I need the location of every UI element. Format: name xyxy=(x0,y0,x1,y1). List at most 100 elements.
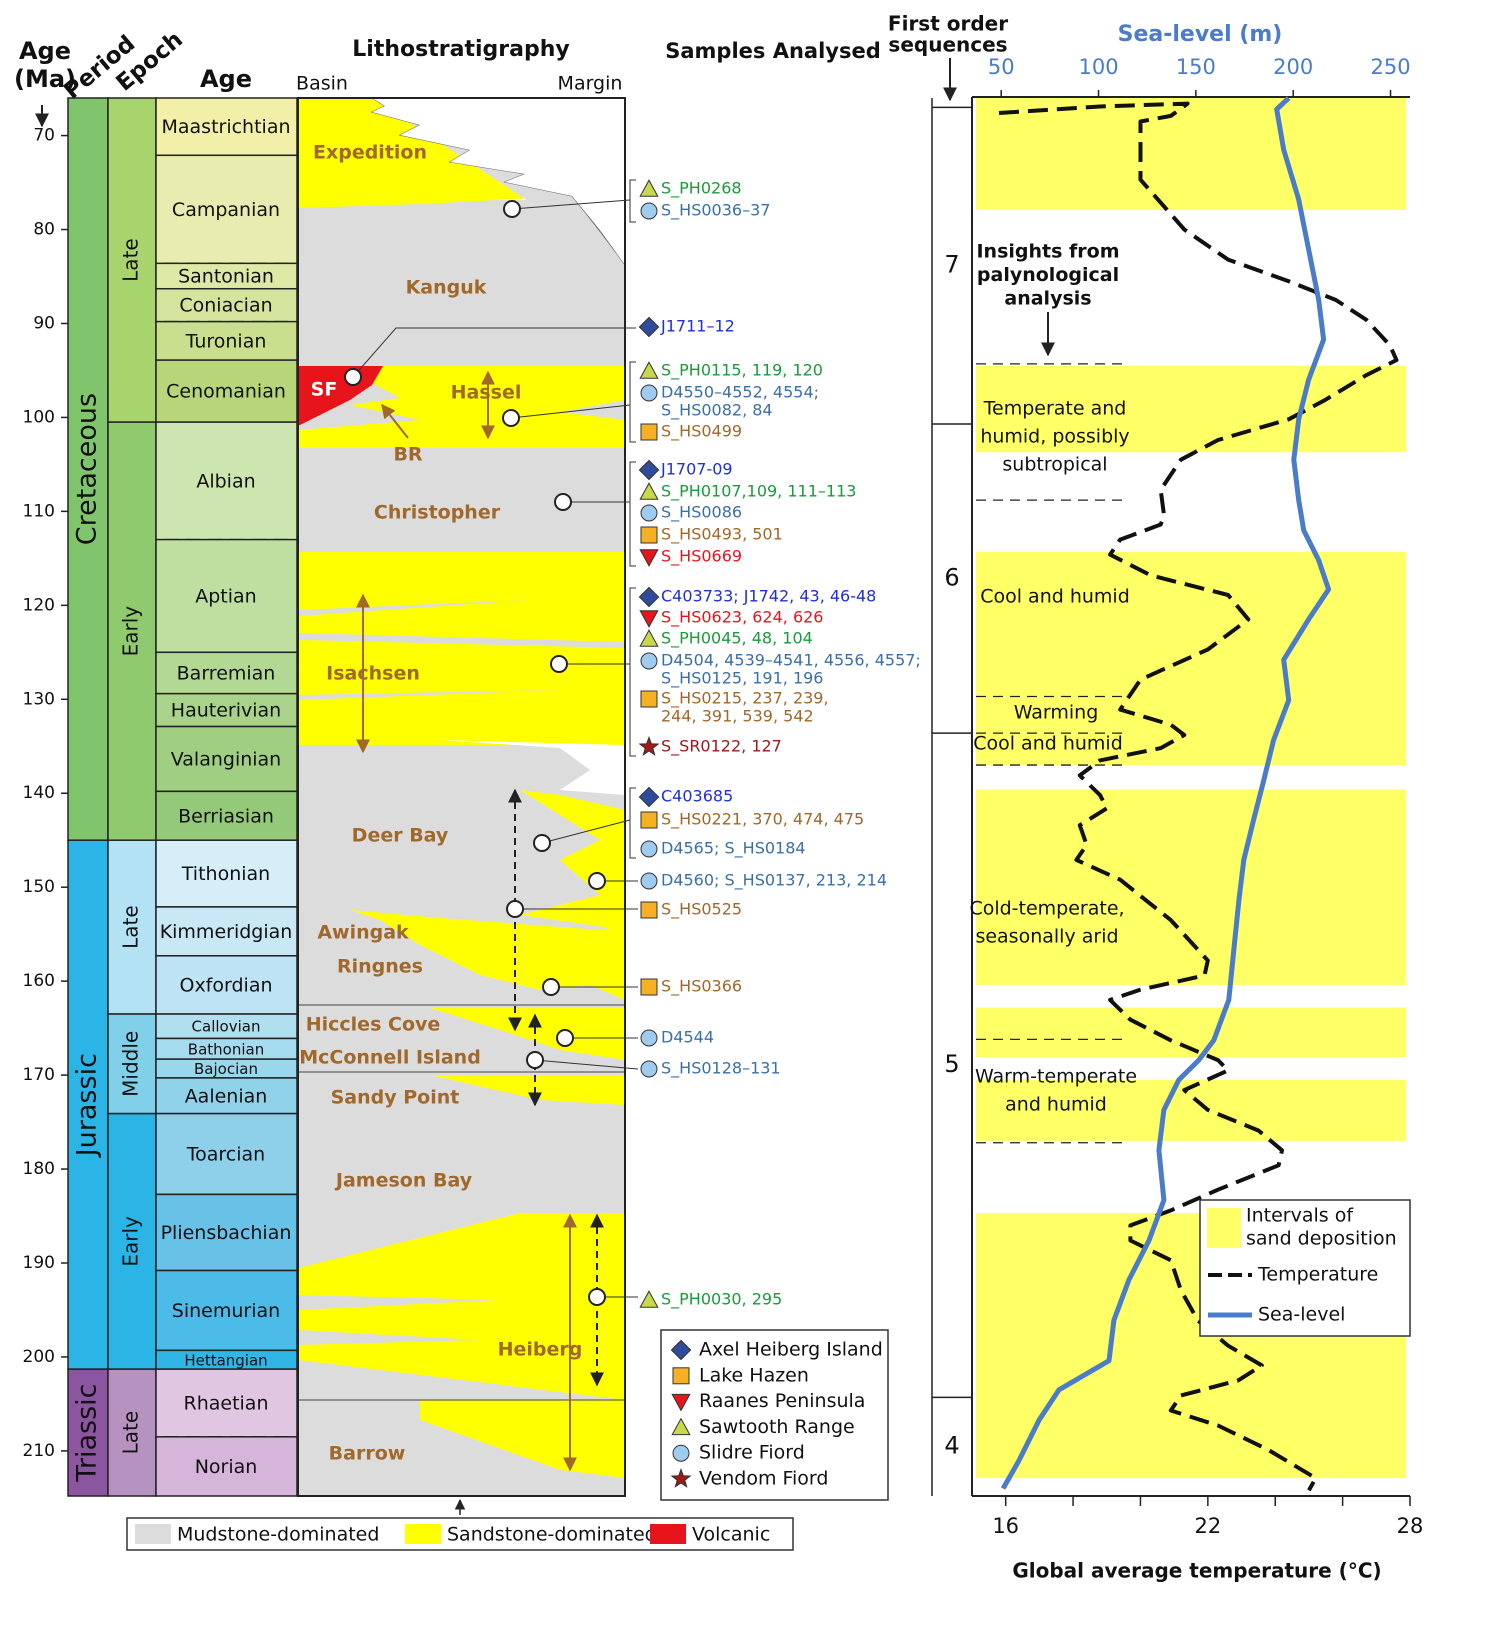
legend-label: Temperature xyxy=(1257,1264,1378,1286)
epoch-label: Late xyxy=(119,1411,143,1455)
stage-band xyxy=(155,359,298,423)
formation-label: Hiccles Cove xyxy=(306,1014,441,1036)
marker xyxy=(638,316,660,338)
legend-label: Raanes Peninsula xyxy=(699,1390,865,1412)
sample-label: D4544 xyxy=(661,1028,714,1047)
x-tick-label: 22 xyxy=(1194,1514,1221,1538)
marker xyxy=(638,786,660,808)
legend-label: Sawtooth Range xyxy=(699,1416,855,1438)
x2-tick-label: 200 xyxy=(1273,55,1313,79)
epoch-label: Late xyxy=(119,905,143,949)
stage-label: Aptian xyxy=(195,585,256,607)
formation-label: Isachsen xyxy=(326,663,420,685)
sample-location xyxy=(550,655,568,673)
epoch-label: Late xyxy=(119,238,143,282)
sequence-label: 4 xyxy=(944,1432,959,1460)
epoch-label: Early xyxy=(119,606,143,657)
marker xyxy=(640,840,658,858)
column-frame xyxy=(297,97,626,1497)
stage-band xyxy=(155,97,298,157)
marker xyxy=(639,549,659,567)
marker xyxy=(638,586,660,608)
legend-swatch xyxy=(650,1524,686,1544)
marker xyxy=(640,384,658,402)
formation-label: Barrow xyxy=(329,1443,406,1465)
marker xyxy=(639,482,659,500)
stage-band xyxy=(155,1368,298,1438)
sample-label: S_HS0086 xyxy=(661,503,742,523)
stage-label: Tithonian xyxy=(181,863,270,885)
marker xyxy=(640,423,658,441)
header: Age xyxy=(19,37,71,65)
header: Basin xyxy=(296,73,348,95)
stage-band xyxy=(155,538,298,654)
formation-label: Expedition xyxy=(313,142,427,164)
annotation: Temperate and xyxy=(983,398,1127,420)
marker xyxy=(640,526,658,544)
legend-label: Intervals of xyxy=(1246,1205,1354,1227)
x2-tick-label: 100 xyxy=(1078,55,1118,79)
stage-band xyxy=(155,839,298,908)
stage-label: Barremian xyxy=(177,662,276,684)
sample-location xyxy=(502,409,520,427)
marker xyxy=(638,459,660,481)
x2-axis-label: Sea-level (m) xyxy=(1118,22,1283,47)
annotation: and humid xyxy=(1005,1094,1107,1116)
legend-label: Vendom Fiord xyxy=(699,1468,828,1490)
y-tick-label: 90 xyxy=(33,313,55,333)
header: (Ma) xyxy=(14,65,76,93)
formation-label: Hassel xyxy=(451,382,522,404)
annotation: Cold-temperate, xyxy=(969,898,1124,920)
marker xyxy=(671,1393,691,1412)
legend-label: Lake Hazen xyxy=(699,1364,809,1386)
formation-label: Sandy Point xyxy=(331,1087,460,1109)
stage-label: Coniacian xyxy=(179,295,272,317)
sandstone xyxy=(350,910,625,1000)
marker xyxy=(639,361,659,379)
stage-label: Norian xyxy=(195,1456,258,1478)
stage-band xyxy=(155,1112,298,1196)
leader-line xyxy=(541,819,631,844)
sample-label: S_HS0125, 191, 196 xyxy=(661,669,823,689)
legend-label: Sea-level xyxy=(1258,1304,1345,1326)
sample-label: S_HS0128–131 xyxy=(661,1059,781,1079)
sample-label: S_PH0115, 119, 120 xyxy=(661,361,823,381)
stage-label: Sinemurian xyxy=(172,1300,280,1322)
header: Samples Analysed xyxy=(665,39,881,63)
legend-label: Slidre Fiord xyxy=(699,1442,805,1464)
marker xyxy=(640,504,658,522)
stage-label: Oxfordian xyxy=(179,974,272,996)
stage-label: Bathonian xyxy=(188,1040,264,1058)
sample-location xyxy=(542,978,560,996)
lithostratigraphy-column xyxy=(297,97,626,1515)
header: Margin xyxy=(558,73,623,95)
formation-label: Kanguk xyxy=(406,277,487,299)
annotation: palynological xyxy=(977,264,1119,286)
stage-band xyxy=(155,725,298,793)
marker xyxy=(671,1417,691,1436)
bracket xyxy=(629,461,636,567)
sample-location xyxy=(588,1288,606,1306)
marker xyxy=(639,179,659,197)
sample-label: S_HS0669 xyxy=(661,547,742,567)
period-label: Cretaceous xyxy=(72,393,103,545)
epoch-label: Middle xyxy=(119,1031,143,1097)
sample-label: C403733; J1742, 43, 46-48 xyxy=(661,587,876,606)
x-axis-label: Global average temperature (°C) xyxy=(1012,1559,1381,1583)
x2-tick-label: 50 xyxy=(988,55,1015,79)
stage-label: Kimmeridgian xyxy=(160,921,293,943)
y-tick-label: 210 xyxy=(23,1441,55,1461)
stage-band xyxy=(155,1436,298,1497)
legend-label: Sandstone-dominated xyxy=(447,1524,657,1546)
annotation: seasonally arid xyxy=(975,926,1118,948)
annotation: subtropical xyxy=(1002,454,1107,476)
annotation: Insights from xyxy=(976,241,1119,263)
pointer xyxy=(381,403,409,439)
period-label: Triassic xyxy=(72,1384,103,1483)
stage-band xyxy=(155,692,298,728)
stage-band xyxy=(155,1193,298,1272)
legend-swatch xyxy=(405,1524,441,1544)
x2-tick-label: 150 xyxy=(1176,55,1216,79)
marker xyxy=(639,629,659,647)
